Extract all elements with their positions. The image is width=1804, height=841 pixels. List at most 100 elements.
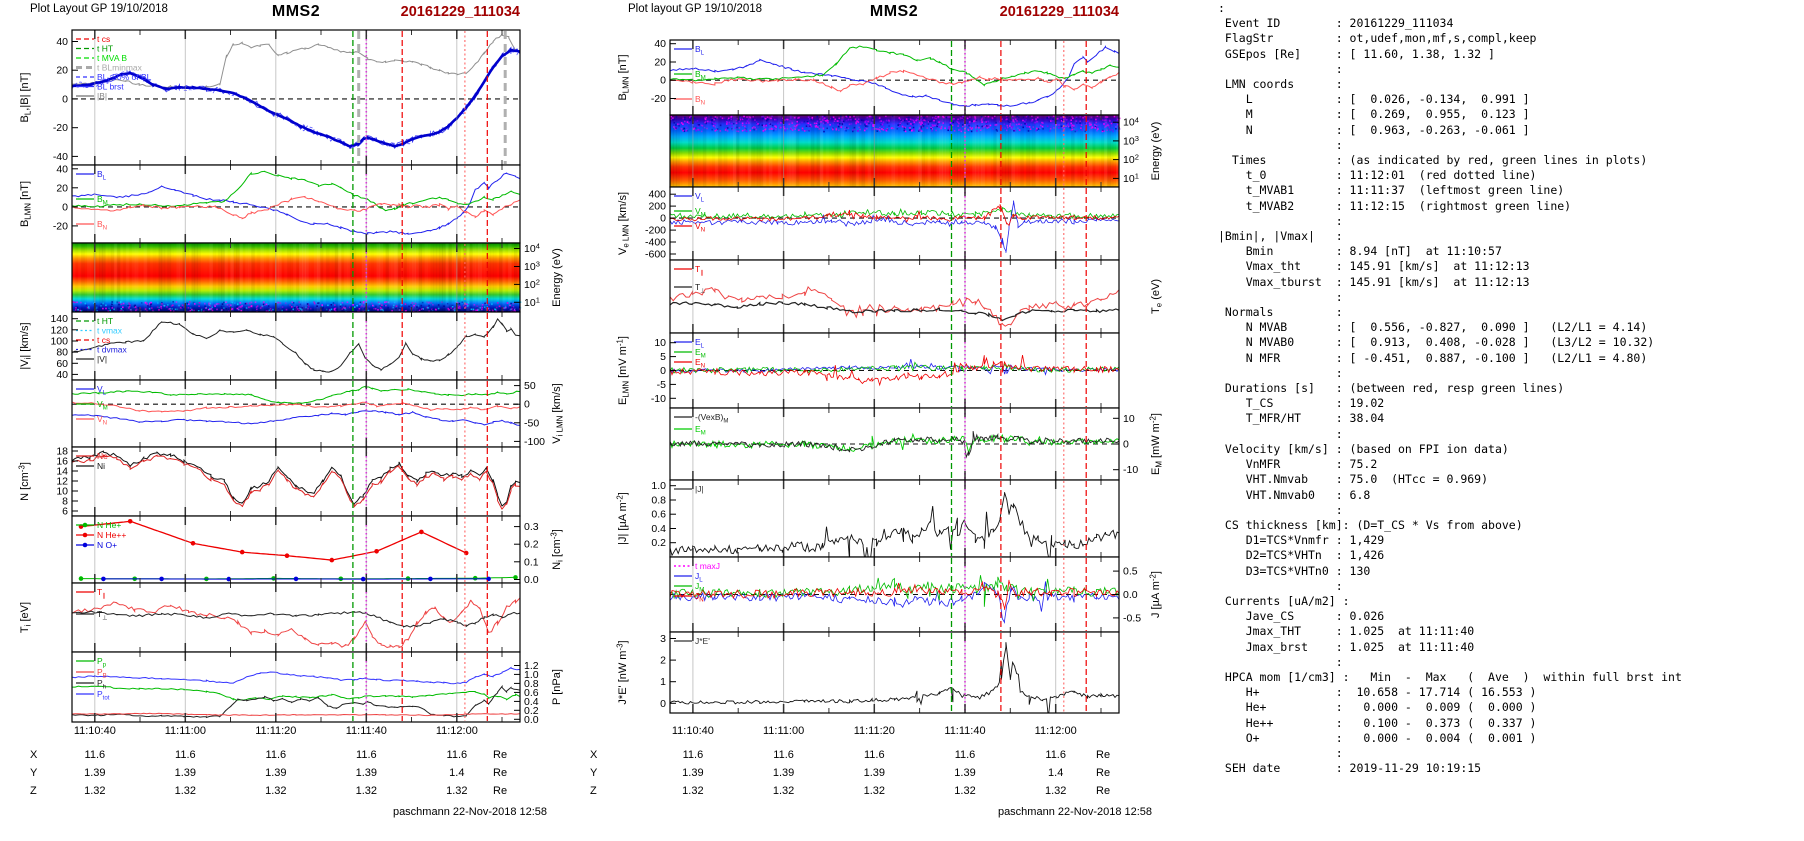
svg-text:101: 101	[1123, 172, 1139, 185]
svg-text:t dvmax: t dvmax	[97, 345, 128, 355]
position-unit: Re	[493, 785, 508, 797]
svg-text:3: 3	[660, 633, 666, 645]
svg-text:40: 40	[56, 369, 68, 381]
svg-text:1.0: 1.0	[651, 480, 666, 492]
svg-text:Ni [cm-3]: Ni [cm-3]	[550, 529, 565, 570]
svg-text:18: 18	[56, 446, 68, 458]
svg-text:1.0: 1.0	[524, 669, 539, 681]
svg-text:VM: VM	[695, 206, 706, 219]
position-row-label: Z	[590, 785, 597, 797]
svg-text:EM: EM	[695, 347, 706, 360]
position-value: 11.6	[863, 749, 885, 761]
svg-text:t vmax: t vmax	[97, 326, 123, 336]
svg-text:EL: EL	[695, 337, 705, 350]
position-value: 1.39	[863, 767, 885, 779]
svg-text:BLMN [nT]: BLMN [nT]	[617, 54, 631, 100]
svg-text:-20: -20	[651, 93, 666, 105]
svg-text:103: 103	[1123, 134, 1139, 147]
svg-text:VN: VN	[695, 221, 705, 234]
svg-text:103: 103	[524, 260, 540, 273]
position-value: 1.32	[1044, 785, 1067, 797]
position-value: 1.4	[1048, 767, 1064, 779]
time-tick-label: 11:10:40	[671, 725, 714, 737]
svg-text:VL: VL	[695, 191, 705, 204]
position-row-label: X	[30, 749, 38, 761]
svg-text:-20: -20	[53, 220, 68, 232]
time-tick-label: 11:10:40	[73, 725, 116, 737]
svg-text:5: 5	[660, 351, 666, 363]
svg-text:60: 60	[56, 358, 68, 370]
middle-event-id: 20161229_111034	[999, 4, 1119, 20]
svg-text:EM [mW m-2]: EM [mW m-2]	[1149, 413, 1164, 475]
position-value: 11.6	[954, 749, 976, 761]
position-value: 1.32	[682, 785, 704, 797]
position-value: 11.6	[1045, 749, 1066, 761]
position-value: 1.39	[355, 767, 378, 779]
svg-text:J*E' [nW m-3]: J*E' [nW m-3]	[616, 640, 629, 704]
svg-text:BN: BN	[97, 219, 107, 232]
svg-text:Pp: Pp	[97, 656, 107, 669]
svg-text:0.6: 0.6	[524, 687, 539, 699]
position-value: 1.32	[265, 785, 287, 797]
position-value: 1.32	[355, 785, 378, 797]
svg-text:0.8: 0.8	[651, 495, 666, 507]
svg-text:t HT: t HT	[97, 316, 113, 326]
svg-text:0: 0	[660, 75, 666, 87]
svg-text:0: 0	[62, 93, 68, 105]
svg-text:0: 0	[660, 698, 666, 710]
middle-footer: paschmann 22-Nov-2018 12:58	[997, 806, 1153, 818]
svg-text:VM: VM	[97, 399, 108, 412]
svg-text:N O+: N O+	[97, 540, 117, 550]
svg-text:80: 80	[56, 347, 68, 359]
svg-text:100: 100	[50, 336, 68, 348]
svg-text:140: 140	[50, 313, 68, 325]
position-row-label: Y	[30, 767, 38, 779]
svg-text:N He++: N He++	[97, 530, 126, 540]
svg-text:JN: JN	[695, 591, 704, 604]
svg-text:-(VexB)M: -(VexB)M	[695, 412, 728, 425]
left-event-id: 20161229_111034	[400, 4, 520, 20]
position-unit: Re	[493, 767, 508, 779]
svg-text:J*E': J*E'	[695, 636, 710, 646]
svg-text:BLMN [nT]: BLMN [nT]	[19, 181, 33, 227]
svg-text:Ve LMN [km/s]: Ve LMN [km/s]	[617, 192, 631, 255]
svg-text:P [nPa]: P [nPa]	[551, 669, 563, 705]
position-row-label: X	[590, 749, 598, 761]
svg-text:8: 8	[62, 496, 68, 508]
svg-text:BM: BM	[695, 69, 706, 82]
position-value: 1.39	[265, 767, 287, 779]
position-unit: Re	[493, 749, 508, 761]
svg-text:0.3: 0.3	[524, 521, 539, 533]
svg-text:|V|: |V|	[97, 354, 107, 364]
svg-text:|J|: |J|	[695, 484, 704, 494]
position-value: 11.6	[175, 749, 196, 761]
svg-text:BN: BN	[695, 94, 705, 107]
time-tick-label: 11:11:00	[164, 725, 206, 737]
svg-text:-400: -400	[645, 237, 666, 249]
position-value: 1.39	[954, 767, 976, 779]
svg-text:Ph: Ph	[97, 678, 106, 691]
svg-text:ELMN [mV m-1]: ELMN [mV m-1]	[616, 336, 631, 405]
svg-text:0: 0	[524, 399, 530, 411]
svg-text:0.2: 0.2	[524, 539, 539, 551]
svg-text:0.8: 0.8	[524, 678, 539, 690]
svg-text:0: 0	[1123, 439, 1129, 451]
svg-text:VN: VN	[97, 414, 107, 427]
position-value: 1.32	[863, 785, 885, 797]
svg-text:Ne: Ne	[97, 451, 108, 461]
middle-spacecraft-title: MMS2	[869, 3, 919, 20]
svg-text:|J| [µA m-2]: |J| [µA m-2]	[616, 492, 629, 545]
svg-text:-600: -600	[645, 249, 666, 261]
middle-plot-layout-label: Plot layout GP 19/10/2018	[628, 3, 763, 15]
svg-text:10: 10	[56, 486, 68, 498]
svg-text:20: 20	[56, 182, 68, 194]
svg-text:1: 1	[660, 676, 666, 688]
position-value: 11.6	[356, 749, 377, 761]
svg-text:0.2: 0.2	[651, 537, 666, 549]
svg-text:-200: -200	[645, 225, 666, 237]
svg-text:PB: PB	[97, 667, 107, 680]
svg-text:6: 6	[62, 506, 68, 518]
position-unit: Re	[1096, 785, 1111, 797]
svg-text:2: 2	[660, 655, 666, 667]
svg-text:BL: BL	[97, 169, 107, 182]
